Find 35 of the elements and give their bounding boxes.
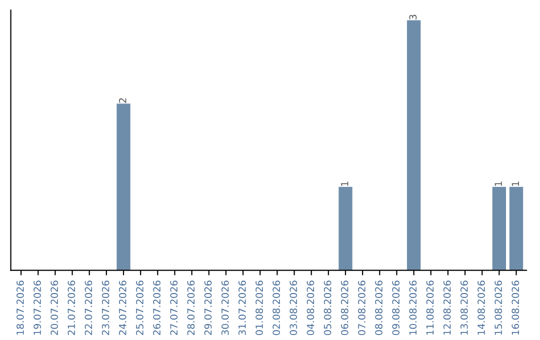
- x-tick-label: 27.07.2026: [170, 280, 178, 335]
- x-tick-label: 22.07.2026: [84, 280, 92, 335]
- x-tick-label: 20.07.2026: [50, 280, 58, 335]
- x-tick-label: 10.08.2026: [409, 280, 417, 335]
- x-tick-label: 23.07.2026: [102, 280, 110, 335]
- x-tick-label: 18.07.2026: [16, 280, 24, 335]
- x-tick-label: 19.07.2026: [34, 280, 41, 335]
- data-label: 1: [512, 182, 519, 186]
- x-tick-label: 09.08.2026: [392, 280, 400, 336]
- x-tick-label: 12.08.2026: [443, 280, 451, 335]
- x-tick-label: 21.07.2026: [68, 280, 76, 335]
- x-tick-label: 11.08.2026: [426, 280, 434, 335]
- x-tick-label: 14.08.2026: [478, 280, 485, 335]
- x-tick-label: 26.07.2026: [153, 280, 160, 335]
- x-tick-label: 30.07.2026: [221, 280, 229, 335]
- x-tick-label: 15.08.2026: [494, 280, 502, 335]
- x-tick-label: 06.08.2026: [340, 280, 348, 336]
- x-tick-label: 03.08.2026: [290, 280, 298, 336]
- x-tick-label: 07.08.2026: [358, 280, 366, 336]
- x-tick-label: 05.08.2026: [324, 280, 332, 336]
- x-tick-label: 25.07.2026: [136, 280, 144, 335]
- x-tick-label: 24.07.2026: [118, 280, 126, 335]
- data-label: 2: [118, 98, 126, 103]
- data-label: 3: [409, 14, 417, 20]
- data-label: 1: [341, 182, 348, 186]
- x-tick-label: 13.08.2026: [460, 280, 468, 335]
- x-tick-label: 16.08.2026: [512, 280, 520, 335]
- data-label: 1: [494, 182, 502, 186]
- x-tick-label: 29.07.2026: [204, 280, 212, 335]
- x-tick-label: 08.08.2026: [375, 280, 382, 336]
- x-tick-label: 31.07.2026: [238, 280, 246, 335]
- x-tick-label: 01.08.2026: [256, 280, 263, 336]
- x-tick-label: 28.07.2026: [187, 280, 195, 335]
- x-tick-label: 04.08.2026: [306, 280, 314, 336]
- x-tick-label: 02.08.2026: [272, 280, 280, 336]
